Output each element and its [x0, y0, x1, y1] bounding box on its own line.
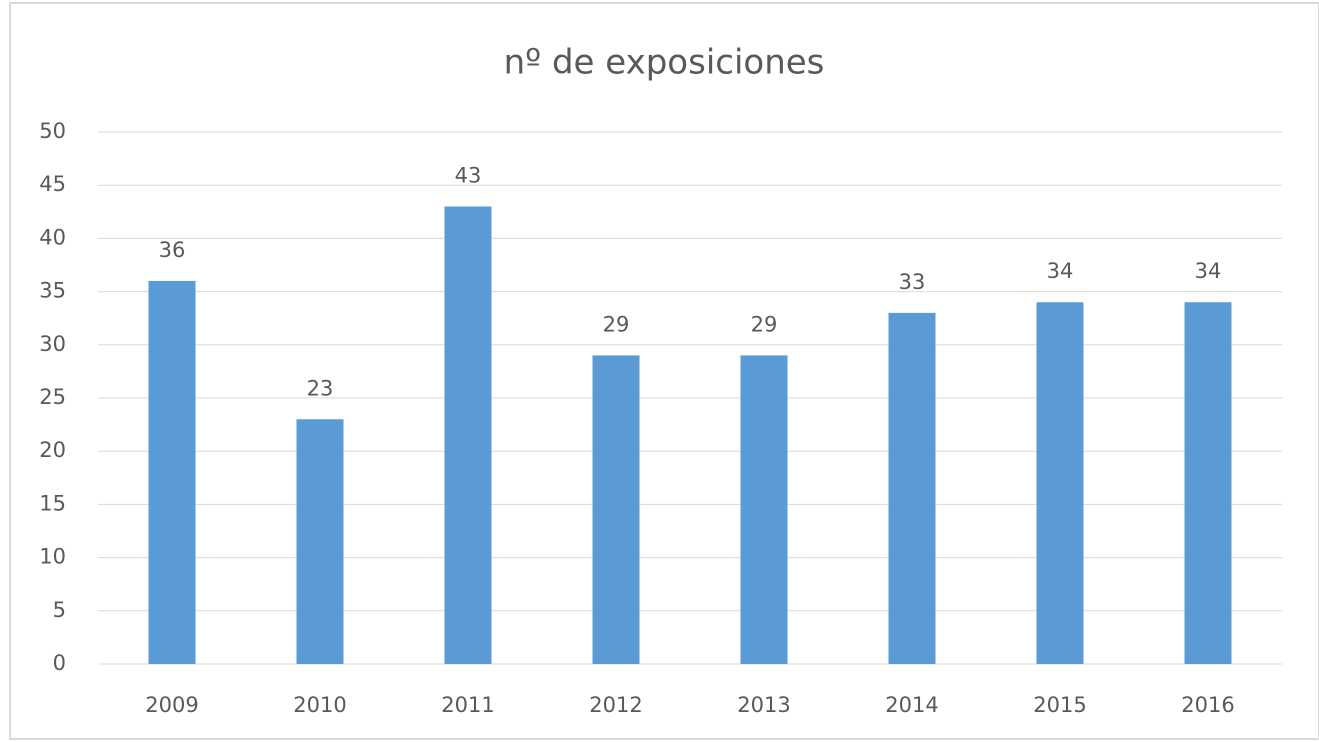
- y-tick-label: 10: [39, 545, 66, 569]
- bar: [1036, 302, 1084, 664]
- data-label: 43: [455, 163, 482, 187]
- bar: [148, 280, 196, 664]
- x-tick-label: 2012: [589, 693, 642, 717]
- data-label: 23: [307, 376, 334, 400]
- y-tick-label: 30: [39, 332, 66, 356]
- x-tick-label: 2010: [293, 693, 346, 717]
- y-tick-label: 0: [53, 651, 66, 675]
- x-tick-label: 2015: [1033, 693, 1086, 717]
- y-tick-label: 50: [39, 119, 66, 143]
- chart-frame: [9, 2, 1319, 740]
- x-tick-label: 2009: [145, 693, 198, 717]
- data-label: 36: [159, 238, 186, 262]
- bar: [444, 206, 492, 665]
- y-tick-label: 45: [39, 172, 66, 196]
- bar: [592, 355, 640, 664]
- bar: [740, 355, 788, 664]
- y-tick-label: 15: [39, 491, 66, 515]
- y-tick-label: 35: [39, 279, 66, 303]
- x-tick-label: 2013: [737, 693, 790, 717]
- y-tick-label: 5: [53, 598, 66, 622]
- chart-title: nº de exposiciones: [504, 43, 825, 83]
- x-tick-label: 2014: [885, 693, 938, 717]
- data-label: 29: [603, 312, 630, 336]
- bar: [1184, 302, 1232, 664]
- data-label: 34: [1195, 259, 1222, 283]
- bar: [888, 312, 936, 664]
- y-tick-label: 25: [39, 385, 66, 409]
- y-tick-label: 40: [39, 225, 66, 249]
- bar: [296, 419, 344, 664]
- data-label: 34: [1047, 259, 1074, 283]
- x-tick-label: 2011: [441, 693, 494, 717]
- y-tick-label: 20: [39, 438, 66, 462]
- x-tick-label: 2016: [1181, 693, 1234, 717]
- data-label: 33: [899, 270, 926, 294]
- data-label: 29: [751, 312, 778, 336]
